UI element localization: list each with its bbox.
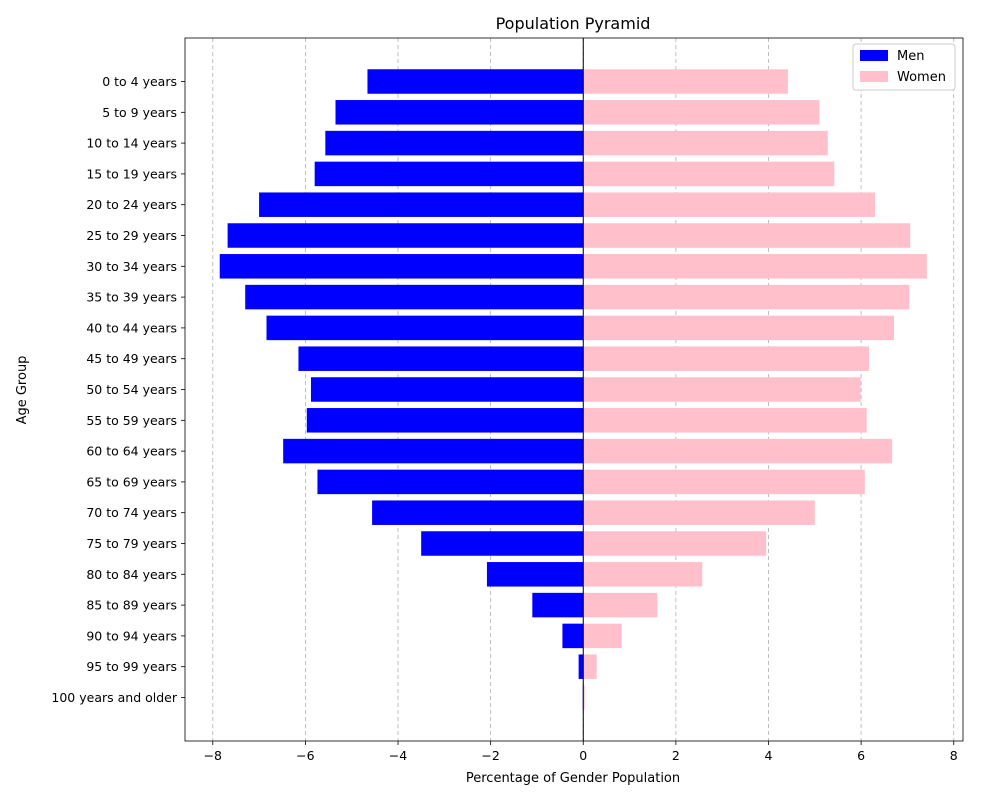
- y-tick-label: 100 years and older: [51, 690, 177, 705]
- y-tick-label: 45 to 49 years: [86, 351, 177, 366]
- y-tick-label: 80 to 84 years: [86, 567, 177, 582]
- bar-men: [532, 592, 584, 618]
- bar-women: [583, 254, 927, 279]
- bar-men: [283, 438, 584, 464]
- x-tick-label: 8: [950, 748, 958, 763]
- y-tick-label: 10 to 14 years: [86, 136, 177, 151]
- bar-men: [306, 408, 584, 433]
- x-tick-label: 2: [672, 748, 680, 763]
- bar-men: [227, 223, 584, 248]
- y-tick-label: 55 to 59 years: [86, 413, 177, 428]
- legend-label-women: Women: [897, 70, 946, 85]
- y-tick-label: 90 to 94 years: [86, 628, 177, 643]
- y-tick-label: 40 to 44 years: [86, 320, 177, 335]
- bar-men: [314, 161, 584, 187]
- bar-men: [367, 69, 584, 94]
- bar-women: [583, 531, 767, 556]
- y-axis-ticks: 0 to 4 years 5 to 9 years 10 to 14 years 15…: [51, 74, 185, 705]
- x-tick-label: −4: [389, 748, 407, 763]
- bar-men: [325, 130, 584, 156]
- bar-women: [583, 100, 820, 125]
- x-axis-title: Percentage of Gender Population: [466, 771, 680, 786]
- bar-men: [421, 531, 584, 556]
- legend-swatch-men: [860, 50, 888, 61]
- bar-men: [298, 346, 584, 371]
- bar-women: [583, 377, 861, 402]
- bar-women: [583, 161, 835, 187]
- legend: Men Women: [852, 43, 956, 91]
- bar-men: [578, 654, 584, 679]
- bar-women: [583, 192, 876, 217]
- bar-men: [219, 254, 584, 279]
- legend-label-men: Men: [897, 49, 924, 64]
- y-tick-label: 5 to 9 years: [102, 105, 177, 120]
- bar-men: [486, 562, 584, 587]
- bar-women: [583, 500, 815, 525]
- y-tick-label: 20 to 24 years: [86, 197, 177, 212]
- bars: [219, 69, 927, 710]
- bar-men: [245, 284, 584, 310]
- x-axis-ticks: −8 −6 −4 −2 0 2 4 6 8: [204, 741, 958, 763]
- bar-women: [583, 592, 658, 618]
- bar-women: [583, 223, 911, 248]
- y-tick-label: 95 to 99 years: [86, 659, 177, 674]
- bar-women: [583, 315, 894, 341]
- bar-women: [583, 438, 893, 464]
- x-tick-label: −2: [481, 748, 499, 763]
- y-tick-label: 70 to 74 years: [86, 505, 177, 520]
- bar-women: [583, 562, 703, 587]
- y-tick-label: 25 to 29 years: [86, 228, 177, 243]
- legend-swatch-women: [860, 71, 888, 82]
- bar-women: [583, 69, 788, 94]
- y-tick-label: 35 to 39 years: [86, 290, 177, 305]
- x-tick-label: 6: [857, 748, 865, 763]
- bar-women: [583, 654, 597, 679]
- y-tick-label: 75 to 79 years: [86, 536, 177, 551]
- x-tick-label: −8: [204, 748, 222, 763]
- bar-men: [562, 623, 584, 649]
- bar-women: [583, 346, 869, 371]
- bar-women: [583, 408, 867, 433]
- y-tick-label: 15 to 19 years: [86, 166, 177, 181]
- y-tick-label: 85 to 89 years: [86, 598, 177, 613]
- chart-title: Population Pyramid: [496, 14, 651, 33]
- bar-men: [372, 500, 584, 525]
- bar-men: [317, 469, 584, 495]
- y-tick-label: 30 to 34 years: [86, 259, 177, 274]
- bar-men: [310, 377, 584, 402]
- bar-women: [583, 623, 622, 649]
- bar-men: [266, 315, 584, 341]
- y-tick-label: 60 to 64 years: [86, 444, 177, 459]
- y-tick-label: 65 to 69 years: [86, 474, 177, 489]
- x-tick-label: 4: [765, 748, 773, 763]
- bar-women: [583, 284, 910, 310]
- bar-men: [335, 100, 584, 125]
- bar-women: [583, 130, 828, 156]
- bar-women: [583, 685, 585, 710]
- x-tick-label: −6: [296, 748, 314, 763]
- bar-men: [259, 192, 584, 217]
- bar-women: [583, 469, 865, 495]
- y-tick-label: 0 to 4 years: [102, 74, 177, 89]
- y-axis-title: Age Group: [15, 356, 30, 425]
- x-tick-label: 0: [579, 748, 587, 763]
- y-tick-label: 50 to 54 years: [86, 382, 177, 397]
